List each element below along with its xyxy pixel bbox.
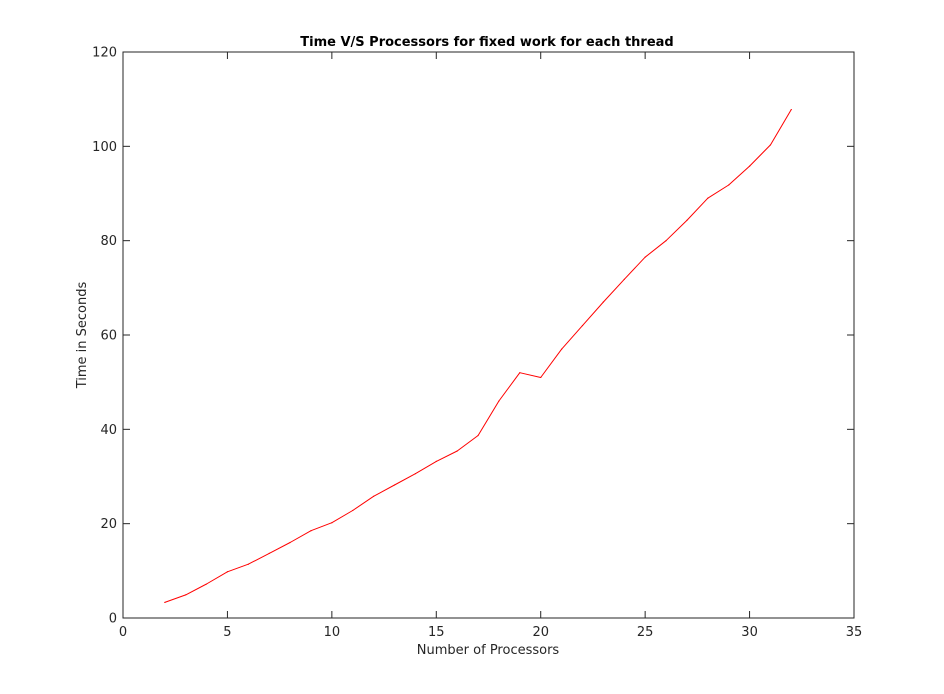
x-tick-label: 5 [223, 625, 231, 640]
data-point [707, 197, 709, 199]
plot-area [122, 51, 855, 619]
data-point [602, 301, 604, 303]
y-tick-label: 0 [109, 612, 117, 627]
data-point [519, 372, 521, 374]
chart-title: Time V/S Processors for fixed work for e… [300, 35, 673, 50]
x-tick-label: 0 [119, 625, 127, 640]
data-point [477, 434, 479, 437]
data-point [581, 324, 584, 327]
data-point [268, 552, 270, 554]
x-tick-label: 25 [637, 625, 654, 640]
data-point [665, 240, 667, 242]
y-tick-label: 80 [100, 234, 117, 249]
data-point [247, 563, 249, 565]
data-point [289, 541, 291, 544]
data-point [498, 400, 500, 402]
data-point [748, 165, 751, 167]
x-tick-label: 30 [741, 625, 758, 640]
axis-ticks: 0 5 10 15 20 25 30 35 0 20 40 60 80 100 120 [92, 46, 862, 641]
x-axis-label: Number of Processors [417, 643, 560, 658]
data-point [205, 583, 208, 585]
y-tick-label: 40 [100, 423, 117, 438]
data-point [686, 219, 688, 221]
x-tick-label: 20 [532, 625, 549, 640]
data-point [414, 473, 416, 475]
data-point [393, 484, 396, 486]
data-point [226, 571, 229, 573]
data-point [561, 348, 563, 350]
data-point [644, 256, 646, 258]
y-axis-label: Time in Seconds [75, 282, 90, 390]
data-point [435, 460, 437, 463]
y-tick-label: 120 [92, 46, 117, 61]
data-point [331, 522, 333, 524]
data-point [373, 495, 375, 497]
data-point [352, 509, 354, 512]
x-tick-label: 35 [846, 625, 863, 640]
data-point [456, 450, 458, 452]
data-point [769, 144, 772, 146]
y-tick-label: 60 [100, 329, 117, 344]
series-layer [164, 108, 792, 604]
y-tick-label: 100 [92, 140, 117, 155]
data-point [185, 594, 187, 596]
y-tick-label: 20 [100, 517, 117, 532]
x-tick-label: 10 [324, 625, 341, 640]
data-point [623, 278, 625, 280]
data-point [728, 184, 730, 186]
x-tick-label: 15 [428, 625, 445, 640]
data-point [164, 601, 166, 604]
data-point [790, 108, 792, 111]
data-point [310, 530, 312, 532]
data-point [540, 376, 542, 379]
